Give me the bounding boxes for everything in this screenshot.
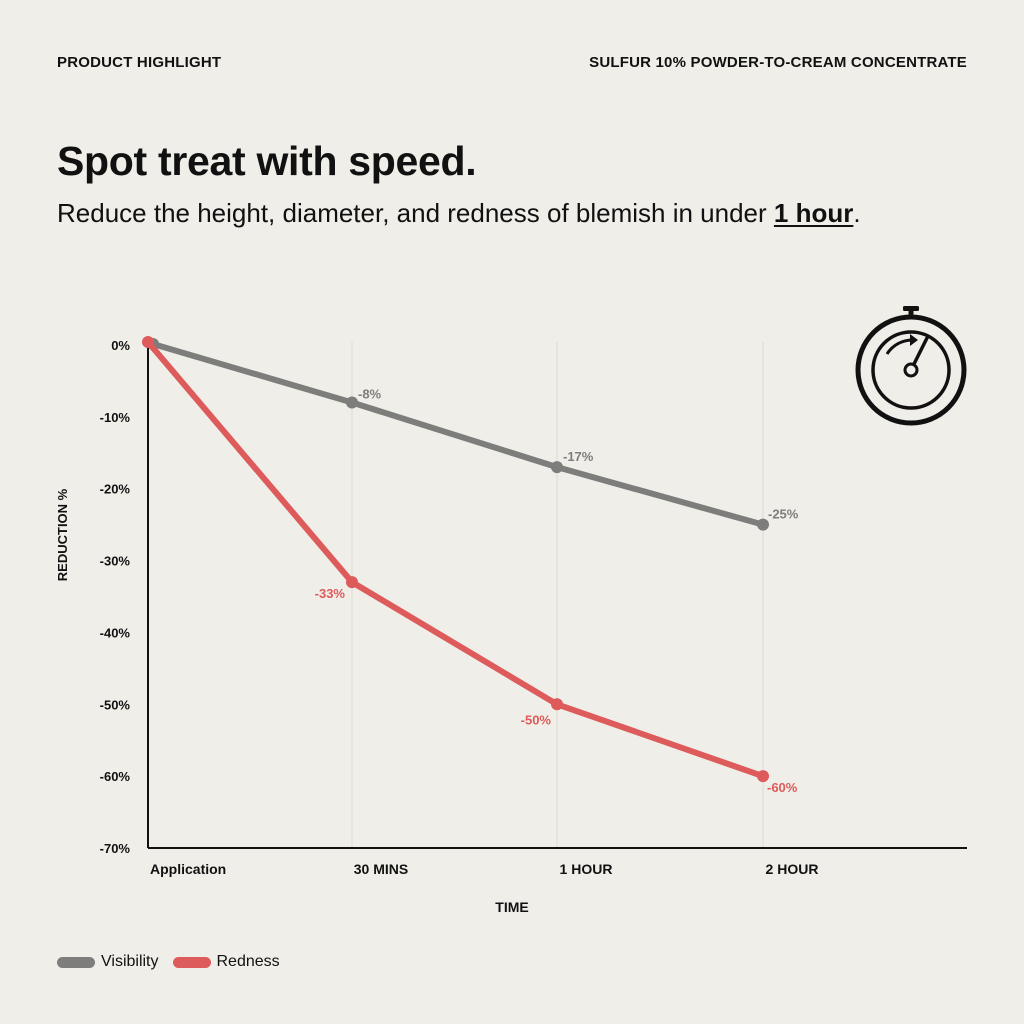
x-tick-label: 1 HOUR bbox=[560, 861, 613, 877]
data-point-visibility bbox=[757, 518, 769, 531]
series-line-visibility bbox=[150, 341, 766, 528]
data-point-visibility bbox=[346, 396, 358, 409]
legend-item-redness: Redness bbox=[172, 953, 280, 971]
legend-swatch-redness bbox=[172, 956, 211, 968]
data-point-redness bbox=[346, 576, 358, 589]
y-axis-label: REDUCTION % bbox=[55, 488, 70, 581]
y-tick-label: -20% bbox=[100, 482, 131, 497]
data-labels: -8% -17% -25% -33% -50% -60% bbox=[315, 386, 799, 795]
eyebrow-product-name: SULFUR 10% POWDER-TO-CREAM CONCENTRATE bbox=[589, 54, 967, 71]
legend-swatch-visibility bbox=[57, 956, 95, 968]
legend-label-visibility: Visibility bbox=[101, 953, 159, 970]
series-line-redness bbox=[145, 339, 766, 780]
data-label-redness: -33% bbox=[315, 586, 346, 601]
subtitle-text: Reduce the height, diameter, and redness… bbox=[57, 198, 774, 228]
data-label-visibility: -17% bbox=[563, 449, 594, 464]
data-point-visibility bbox=[551, 461, 563, 474]
data-label-redness: -60% bbox=[767, 780, 798, 795]
legend: Visibility Redness bbox=[57, 953, 280, 971]
y-tick-label: -40% bbox=[100, 625, 131, 640]
data-label-visibility: -25% bbox=[768, 507, 799, 522]
y-tick-label: -10% bbox=[100, 410, 131, 425]
y-tick-labels: 0% -10% -20% -30% -40% -50% -60% -70% bbox=[100, 338, 131, 856]
subtitle-end: . bbox=[853, 198, 861, 228]
axes bbox=[147, 342, 967, 849]
y-tick-label: 0% bbox=[111, 338, 130, 353]
grid-lines bbox=[351, 342, 764, 848]
x-tick-labels: Application 30 MINS 1 HOUR 2 HOUR bbox=[150, 861, 818, 877]
y-tick-label: -50% bbox=[100, 697, 131, 712]
page-title: Spot treat with speed. bbox=[57, 138, 477, 184]
data-point-redness bbox=[551, 698, 563, 711]
x-tick-label: 2 HOUR bbox=[766, 861, 819, 877]
x-tick-label: Application bbox=[150, 861, 226, 877]
y-tick-label: -30% bbox=[100, 554, 131, 569]
y-tick-label: -70% bbox=[100, 841, 131, 856]
legend-label-redness: Redness bbox=[216, 953, 280, 970]
y-tick-label: -60% bbox=[100, 769, 131, 784]
page-subtitle: Reduce the height, diameter, and redness… bbox=[57, 198, 861, 229]
legend-item-visibility: Visibility bbox=[57, 953, 159, 971]
x-axis-label: TIME bbox=[495, 899, 528, 915]
data-point-redness bbox=[757, 770, 769, 783]
series-lines bbox=[142, 336, 769, 783]
data-label-visibility: -8% bbox=[358, 386, 382, 401]
x-tick-label: 30 MINS bbox=[354, 861, 408, 877]
data-point-redness bbox=[142, 336, 154, 348]
data-label-redness: -50% bbox=[521, 712, 552, 727]
stopwatch-icon bbox=[855, 306, 967, 426]
eyebrow-product-highlight: PRODUCT HIGHLIGHT bbox=[57, 54, 222, 71]
subtitle-emphasis: 1 hour bbox=[773, 198, 854, 228]
